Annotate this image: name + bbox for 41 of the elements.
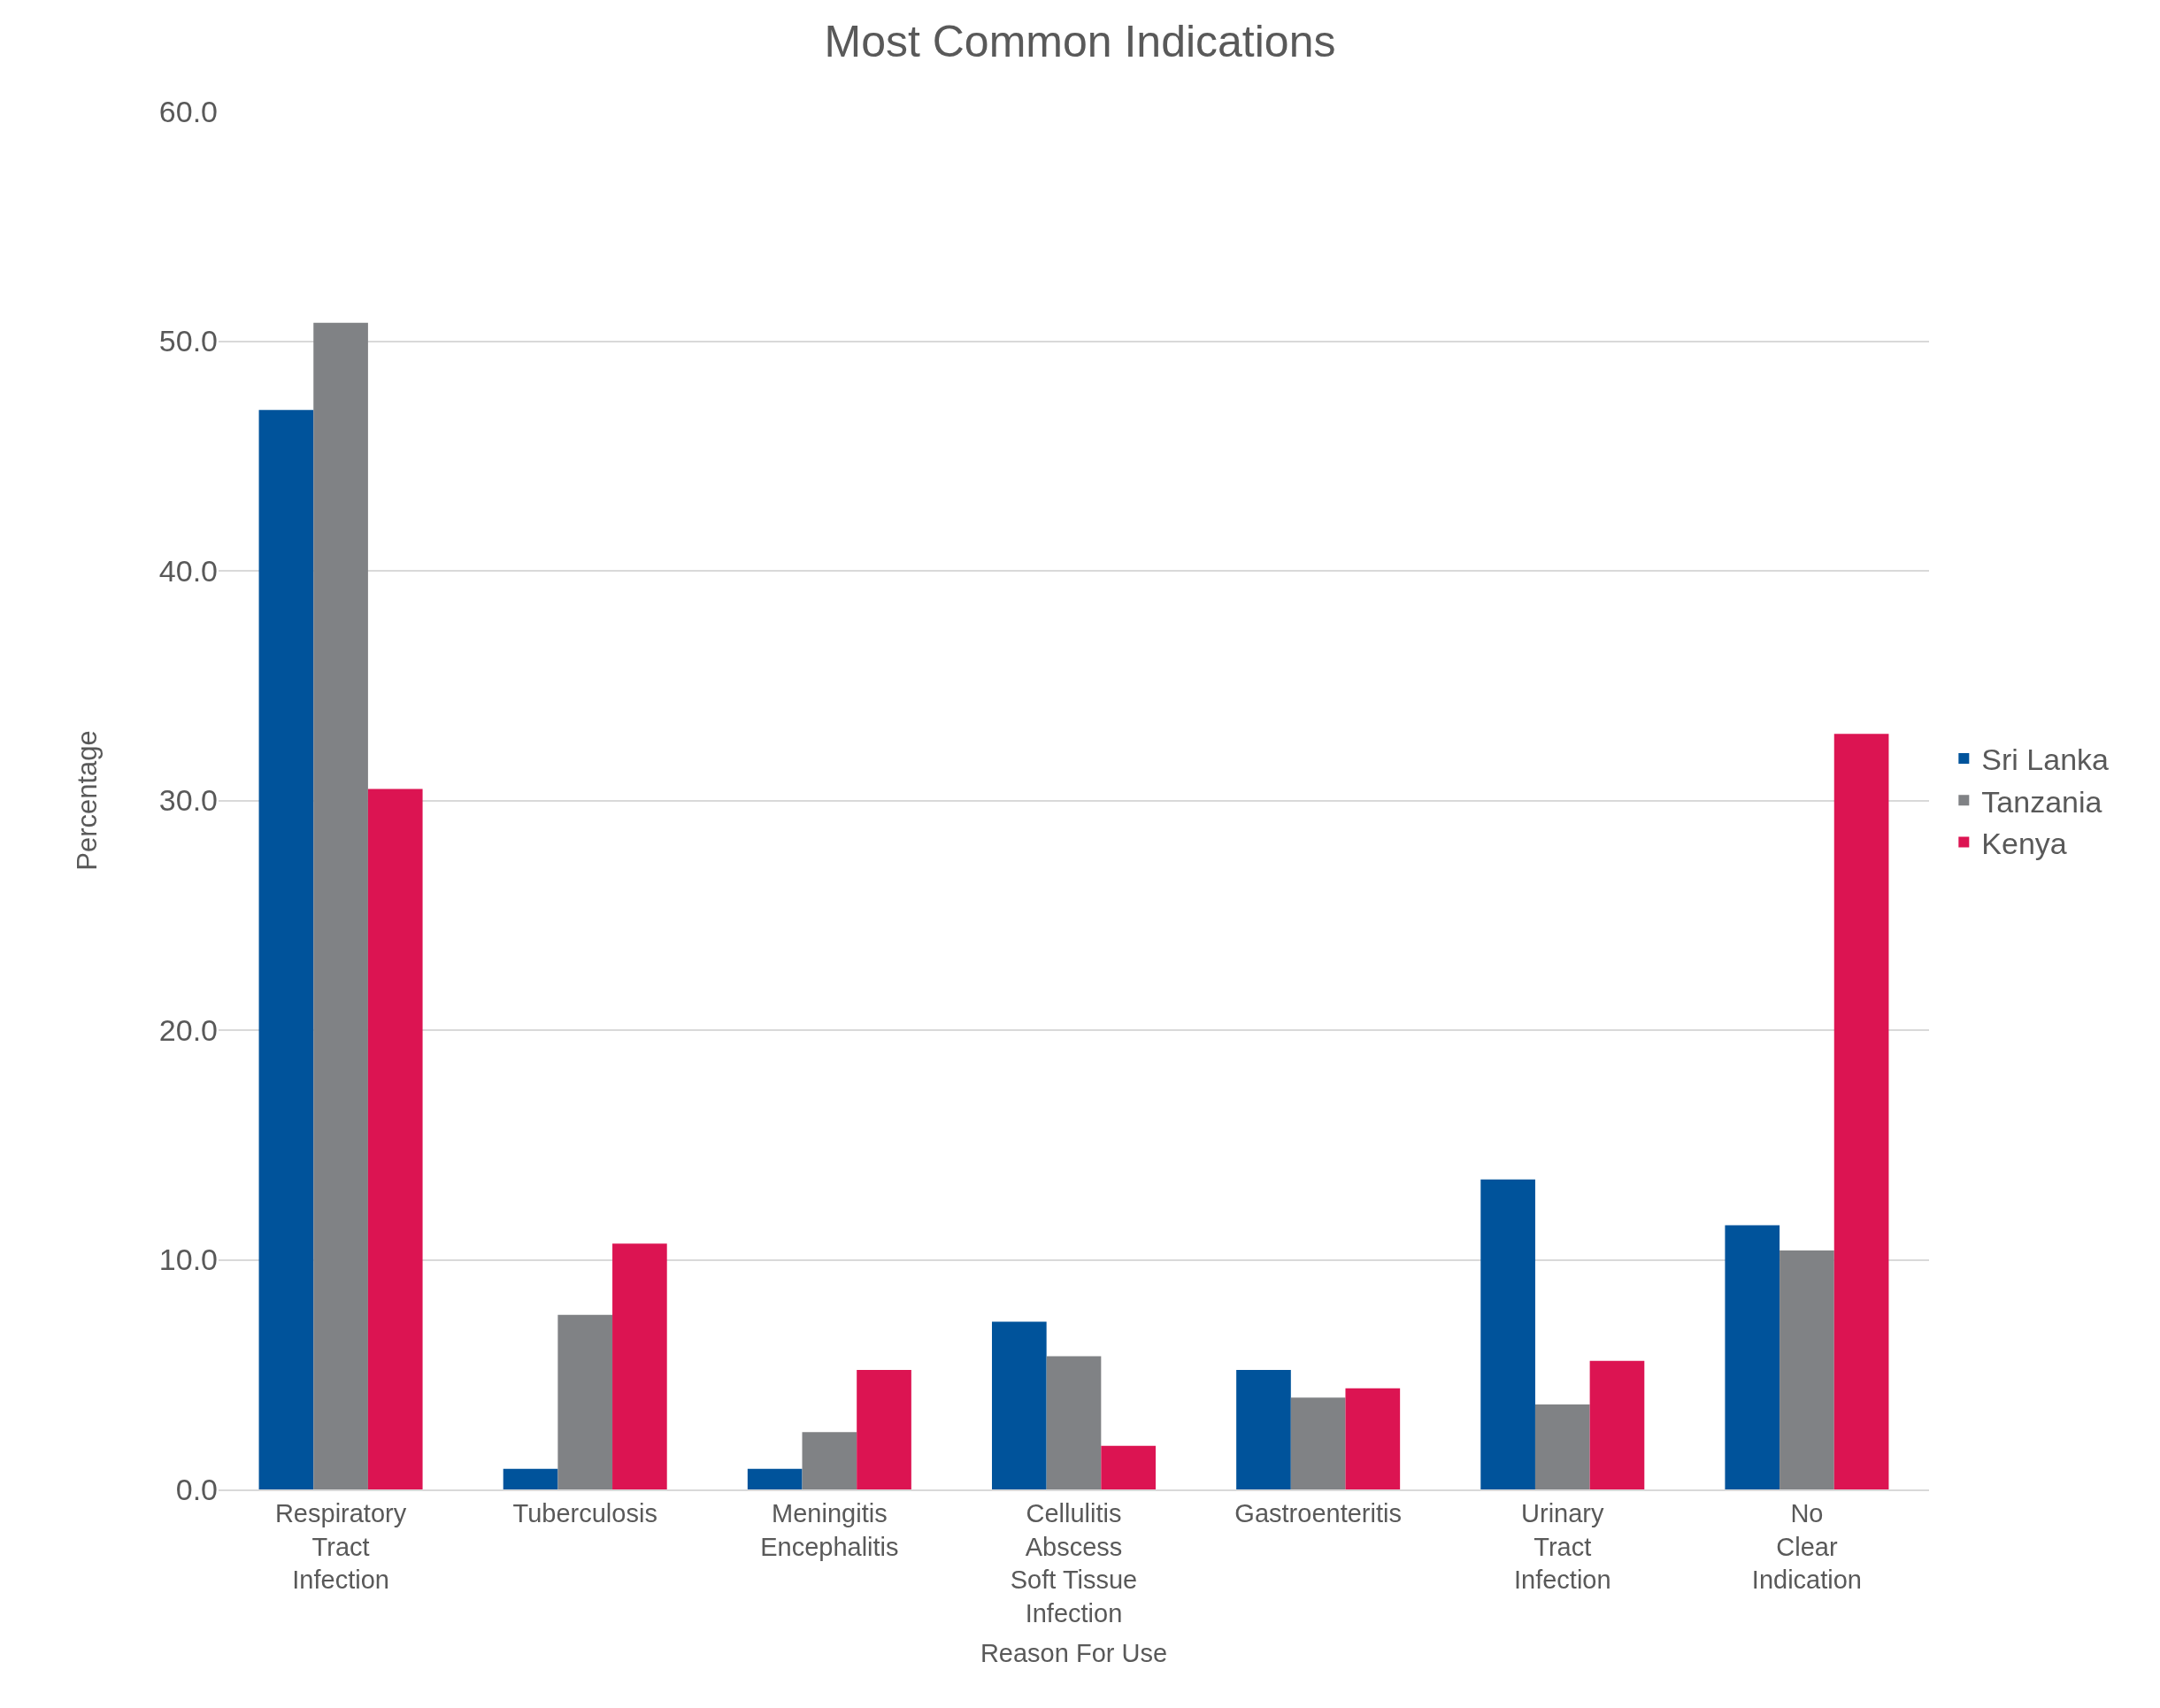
bar: [313, 322, 368, 1489]
x-tick-label: Meningitis Encephalitis: [760, 1498, 899, 1561]
legend-label: Tanzania: [1981, 784, 2102, 819]
x-tick-label: Tuberculosis: [512, 1498, 657, 1527]
bar: [258, 410, 314, 1489]
y-tick-label: 60.0: [158, 94, 218, 128]
bar: [1589, 1360, 1645, 1489]
x-tick-label: No Clear Indication: [1751, 1498, 1863, 1595]
bar: [503, 1468, 558, 1489]
bar: [367, 789, 423, 1489]
legend-label: Sri Lanka: [1981, 742, 2110, 777]
bar: [612, 1243, 667, 1489]
bar: [747, 1468, 803, 1489]
y-tick-label: 30.0: [158, 783, 218, 818]
bar: [1290, 1397, 1346, 1489]
y-tick-label: 0.0: [175, 1472, 218, 1506]
y-tick-label: 40.0: [158, 553, 218, 588]
bar: [857, 1370, 911, 1489]
y-axis-title: Percentage: [72, 730, 104, 871]
x-tick-label: Cellulitis Abscess Soft Tissue Infection: [1010, 1498, 1138, 1627]
x-tick-label: Gastroenteritis: [1234, 1498, 1402, 1527]
bar: [1101, 1445, 1157, 1489]
bar: [557, 1314, 613, 1489]
x-tick-label: Respiratory Tract Infection: [274, 1498, 407, 1595]
bar: [1345, 1388, 1401, 1489]
x-tick-label: Urinary Tract Infection: [1513, 1498, 1611, 1595]
bar: [1236, 1370, 1291, 1489]
chart-title: Most Common Indications: [824, 16, 1336, 66]
bar: [1725, 1225, 1780, 1489]
bar: [1046, 1356, 1102, 1489]
bar: [991, 1321, 1047, 1489]
y-tick-label: 20.0: [158, 1012, 218, 1047]
bar: [1480, 1179, 1535, 1489]
bar: [1534, 1404, 1590, 1489]
bar: [802, 1432, 857, 1489]
y-tick-label: 50.0: [158, 324, 218, 358]
y-tick-label: 10.0: [158, 1243, 218, 1277]
bar: [1780, 1250, 1834, 1489]
legend-label: Kenya: [1981, 826, 2067, 860]
bar: [1833, 734, 1889, 1489]
x-axis-title: Reason For Use: [980, 1639, 1168, 1668]
